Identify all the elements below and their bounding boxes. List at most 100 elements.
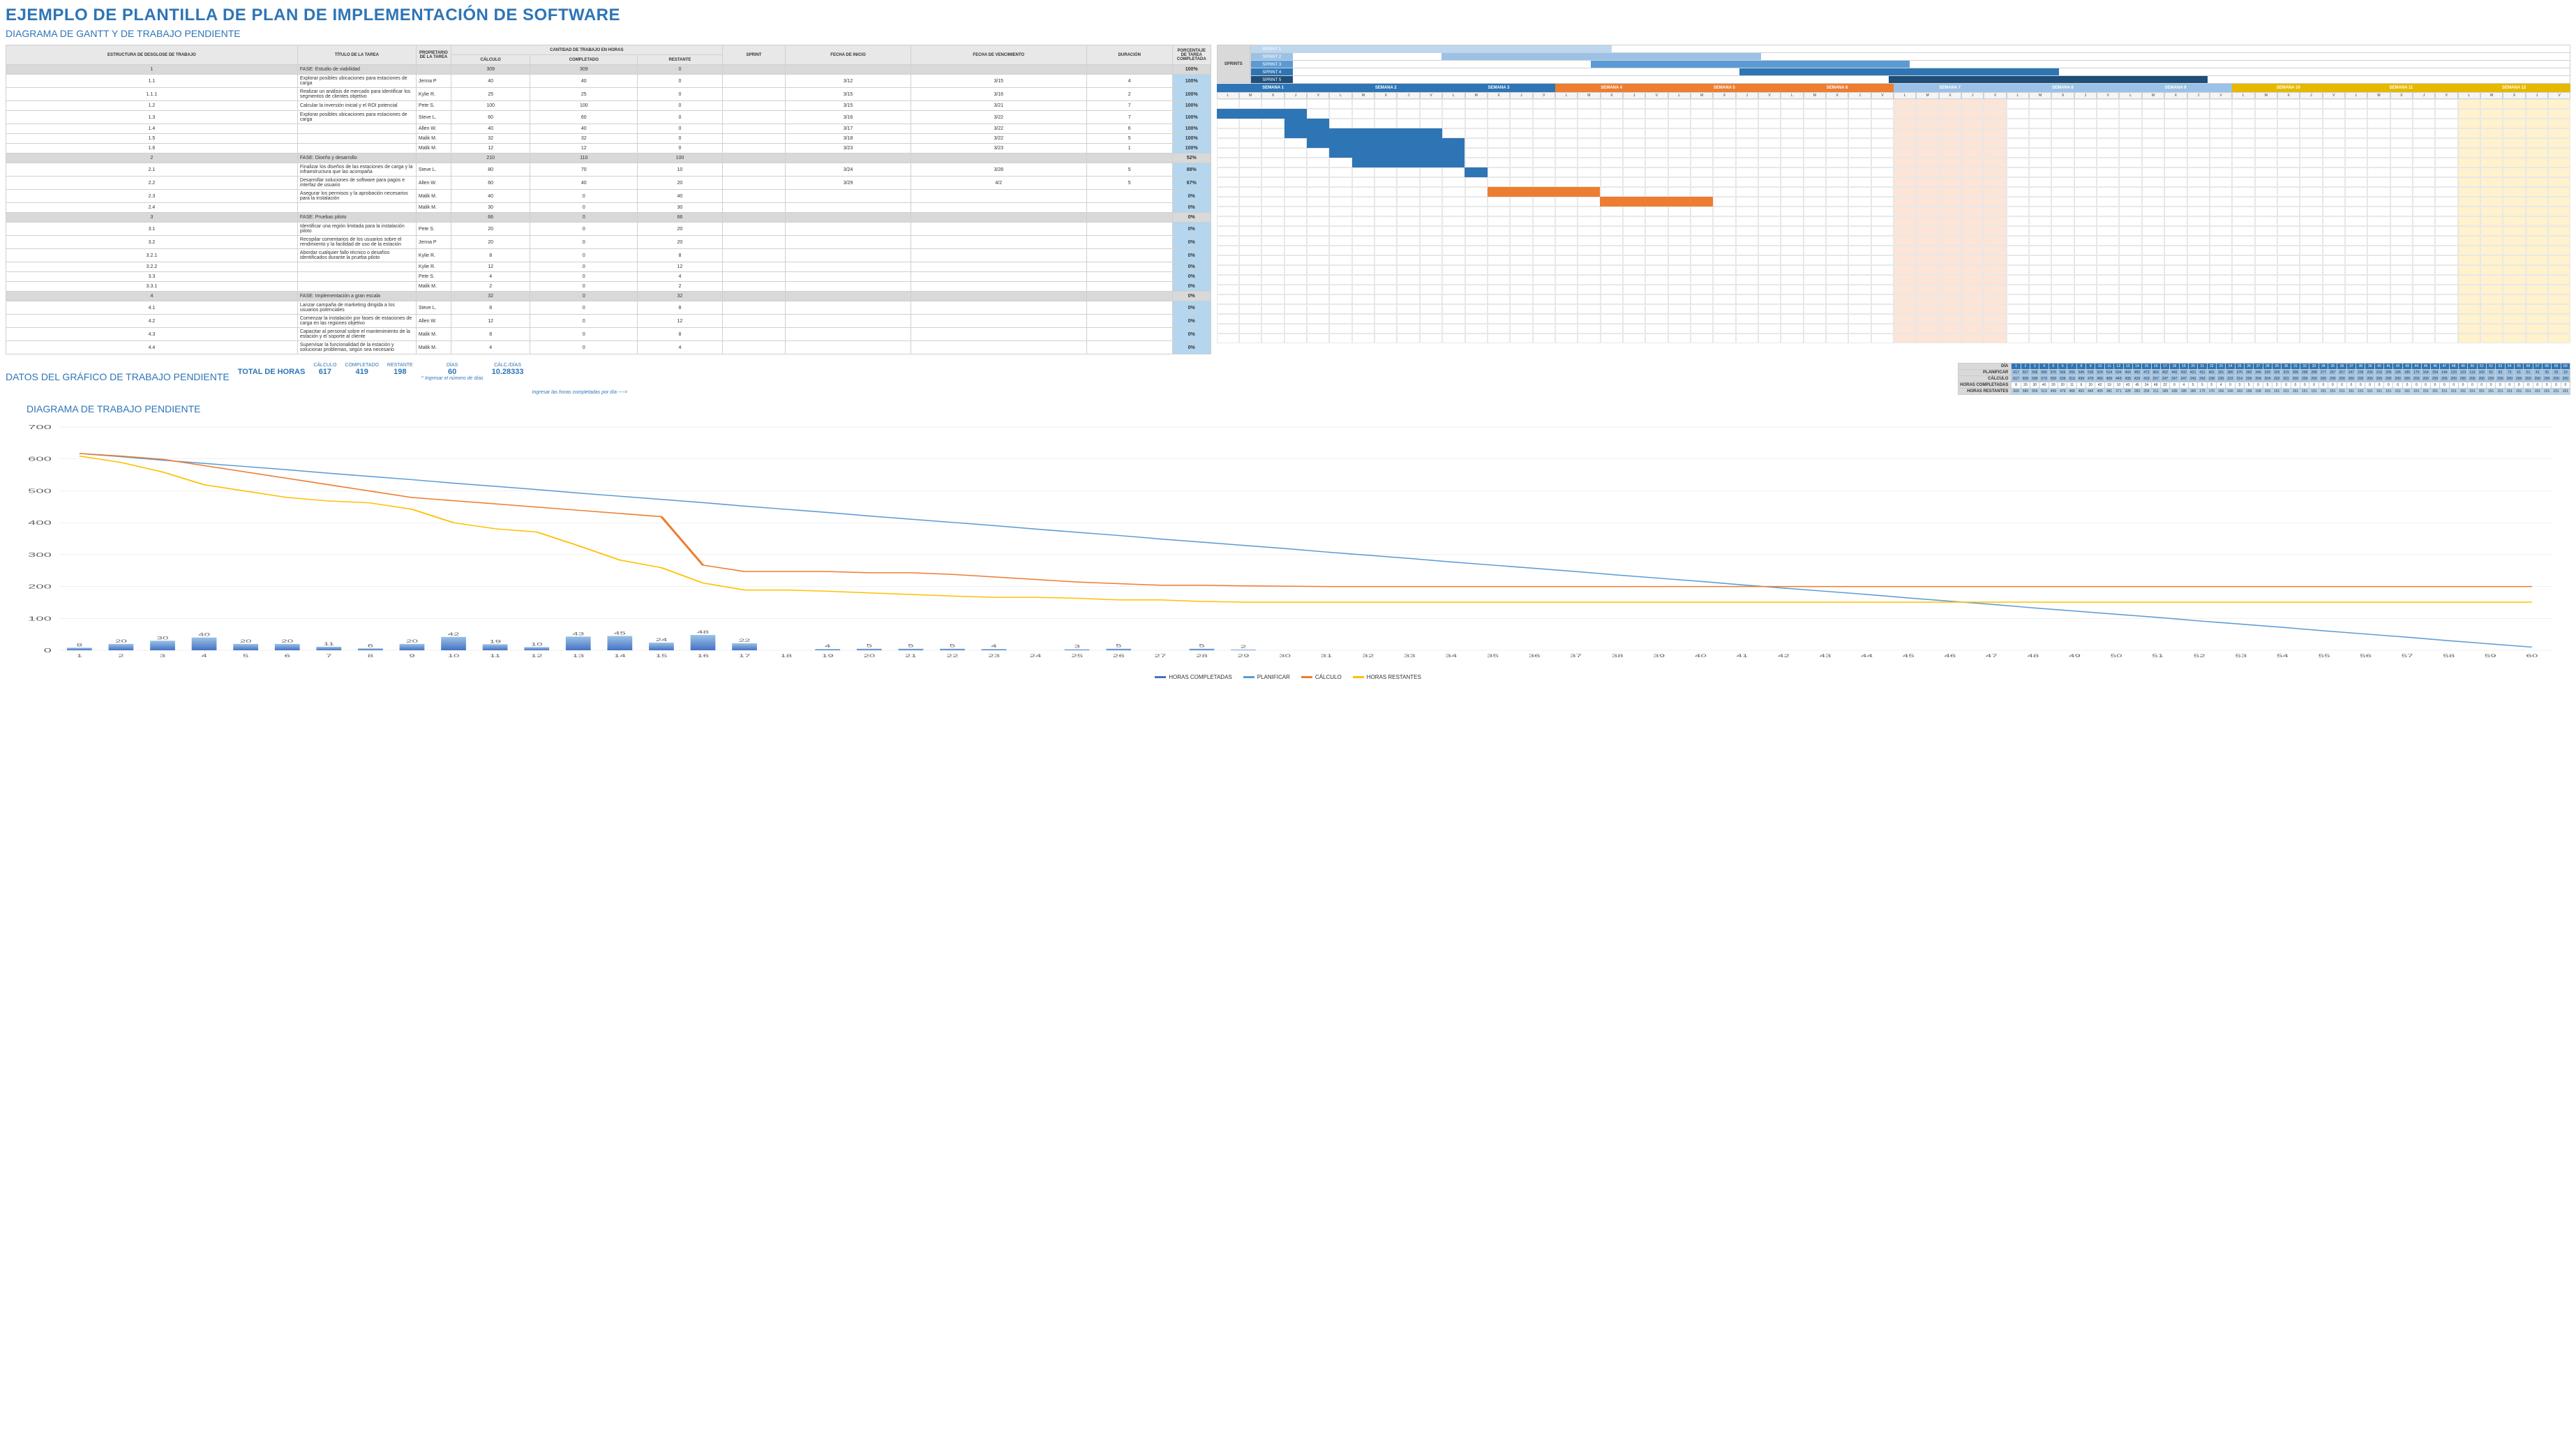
svg-text:58: 58 bbox=[2443, 654, 2455, 658]
svg-text:46: 46 bbox=[1944, 654, 1956, 658]
svg-text:48: 48 bbox=[697, 630, 709, 634]
svg-text:8: 8 bbox=[77, 643, 82, 647]
total-calc: 617 bbox=[313, 368, 336, 376]
chart-title: DIAGRAMA DE TRABAJO PENDIENTE bbox=[27, 403, 2570, 414]
svg-text:39: 39 bbox=[1653, 654, 1665, 658]
table-row: 3.2.1Abordar cualquier fallo técnico o d… bbox=[6, 249, 1211, 262]
svg-text:45: 45 bbox=[1903, 654, 1915, 658]
svg-text:23: 23 bbox=[988, 654, 1000, 658]
svg-text:9: 9 bbox=[409, 654, 414, 658]
svg-text:20: 20 bbox=[115, 639, 127, 643]
svg-text:5: 5 bbox=[950, 644, 955, 648]
table-row: 4.1Lanzar campaña de marketing dirigida … bbox=[6, 301, 1211, 315]
svg-text:5: 5 bbox=[867, 644, 872, 648]
svg-text:52: 52 bbox=[2194, 654, 2206, 658]
table-row: 2FASE: Diseño y desarrollo 210110100 52% bbox=[6, 154, 1211, 163]
svg-text:53: 53 bbox=[2235, 654, 2247, 658]
svg-text:35: 35 bbox=[1487, 654, 1499, 658]
svg-text:13: 13 bbox=[572, 654, 584, 658]
svg-text:6: 6 bbox=[368, 644, 373, 648]
col-dur: DURACIÓN bbox=[1086, 45, 1172, 65]
svg-text:300: 300 bbox=[28, 552, 52, 558]
totals-label: TOTAL DE HORAS bbox=[238, 368, 306, 376]
table-row: 2.3Asegurar los permisos y la aprobación… bbox=[6, 190, 1211, 203]
col-calc: CÁLCULO bbox=[451, 55, 530, 65]
col-owner: PROPIETARIO DE LA TAREA bbox=[416, 45, 451, 65]
svg-text:24: 24 bbox=[655, 638, 668, 642]
table-row: 4FASE: Implementación a gran escala 3203… bbox=[6, 292, 1211, 301]
col-start: FECHA DE INICIO bbox=[786, 45, 911, 65]
svg-text:2: 2 bbox=[118, 654, 123, 658]
table-row: 1.3Explorar posibles ubicaciones para es… bbox=[6, 111, 1211, 124]
sprints-label: SPRINTS bbox=[1217, 45, 1250, 83]
table-row: 1.6Malik M. 12120 3/233/23 1100% bbox=[6, 144, 1211, 154]
col-comp: COMPLETADO bbox=[530, 55, 638, 65]
svg-text:20: 20 bbox=[863, 654, 875, 658]
table-row: 2.1Finalizar los diseños de las estacion… bbox=[6, 163, 1211, 177]
svg-text:3: 3 bbox=[1074, 645, 1079, 649]
svg-text:20: 20 bbox=[240, 639, 252, 643]
svg-text:12: 12 bbox=[531, 654, 543, 658]
table-row: 4.4Supervisar la funcionalidad de la est… bbox=[6, 341, 1211, 354]
svg-text:5: 5 bbox=[908, 644, 913, 648]
svg-text:44: 44 bbox=[1861, 654, 1873, 658]
svg-text:59: 59 bbox=[2485, 654, 2496, 658]
page-title: EJEMPLO DE PLANTILLA DE PLAN DE IMPLEMEN… bbox=[6, 6, 2570, 25]
svg-text:10: 10 bbox=[448, 654, 460, 658]
svg-text:1: 1 bbox=[77, 654, 82, 658]
col-title: TÍTULO DE LA TAREA bbox=[297, 45, 416, 65]
col-wbs: ESTRUCTURA DE DESGLOSE DE TRABAJO bbox=[6, 45, 298, 65]
svg-text:30: 30 bbox=[157, 636, 169, 641]
svg-text:31: 31 bbox=[1321, 654, 1333, 658]
svg-text:54: 54 bbox=[2277, 654, 2289, 658]
col-pct: PORCENTAJE DE TAREA COMPLETADA bbox=[1172, 45, 1211, 65]
svg-text:500: 500 bbox=[28, 488, 52, 495]
svg-text:20: 20 bbox=[281, 639, 293, 643]
svg-text:55: 55 bbox=[2319, 654, 2330, 658]
svg-text:45: 45 bbox=[614, 631, 626, 636]
svg-text:15: 15 bbox=[655, 654, 667, 658]
svg-text:11: 11 bbox=[490, 654, 501, 658]
svg-text:22: 22 bbox=[739, 638, 751, 643]
total-rate: 10.28333 bbox=[492, 368, 524, 376]
svg-text:8: 8 bbox=[368, 654, 373, 658]
total-comp: 419 bbox=[345, 368, 379, 376]
svg-text:4: 4 bbox=[201, 654, 207, 658]
svg-text:14: 14 bbox=[614, 654, 627, 658]
svg-text:600: 600 bbox=[28, 456, 52, 463]
table-row: 1.5Malik M. 32320 3/183/22 5100% bbox=[6, 134, 1211, 144]
chart-legend: HORAS COMPLETADASPLANIFICARCÁLCULOHORAS … bbox=[6, 674, 2570, 680]
svg-text:5: 5 bbox=[1199, 644, 1204, 648]
svg-text:56: 56 bbox=[2360, 654, 2372, 658]
table-row: 2.2Desarrollar soluciones de software pa… bbox=[6, 177, 1211, 190]
svg-text:7: 7 bbox=[326, 654, 331, 658]
svg-text:57: 57 bbox=[2402, 654, 2413, 658]
svg-text:37: 37 bbox=[1570, 654, 1582, 658]
table-row: 1.2Calcular la inversión inicial y el RO… bbox=[6, 101, 1211, 111]
table-row: 1FASE: Estudio de viabilidad 3093090 100… bbox=[6, 65, 1211, 75]
total-rest: 198 bbox=[387, 368, 413, 376]
svg-text:10: 10 bbox=[531, 643, 543, 647]
svg-text:0: 0 bbox=[44, 647, 52, 654]
svg-text:36: 36 bbox=[1529, 654, 1541, 658]
table-row: 1.1.1Realizar un análisis de mercado par… bbox=[6, 88, 1211, 101]
svg-text:21: 21 bbox=[905, 654, 917, 658]
svg-text:47: 47 bbox=[1986, 654, 1998, 658]
table-row: 1.4Allen W. 40400 3/173/22 6100% bbox=[6, 124, 1211, 134]
svg-text:5: 5 bbox=[1116, 644, 1121, 648]
table-row: 3.3Pete S. 404 0% bbox=[6, 272, 1211, 282]
col-rest: RESTANTE bbox=[638, 55, 722, 65]
col-sprint: SPRINT bbox=[722, 45, 786, 65]
svg-text:40: 40 bbox=[1695, 654, 1707, 658]
burndown-chart: 0100200300400500600700820304020201162042… bbox=[6, 420, 2570, 671]
svg-text:33: 33 bbox=[1404, 654, 1416, 658]
col-hours: CANTIDAD DE TRABAJO EN HORAS bbox=[451, 45, 722, 55]
svg-text:42: 42 bbox=[1778, 654, 1790, 658]
svg-text:700: 700 bbox=[28, 424, 52, 430]
svg-text:19: 19 bbox=[822, 654, 834, 658]
gantt-chart: SPRINTS SPRINT 1 SPRINT 2 SPRINT 3 SPRIN… bbox=[1217, 45, 2570, 354]
svg-text:26: 26 bbox=[1113, 654, 1125, 658]
svg-text:40: 40 bbox=[198, 633, 210, 637]
svg-text:30: 30 bbox=[1279, 654, 1291, 658]
svg-text:49: 49 bbox=[2069, 654, 2081, 658]
